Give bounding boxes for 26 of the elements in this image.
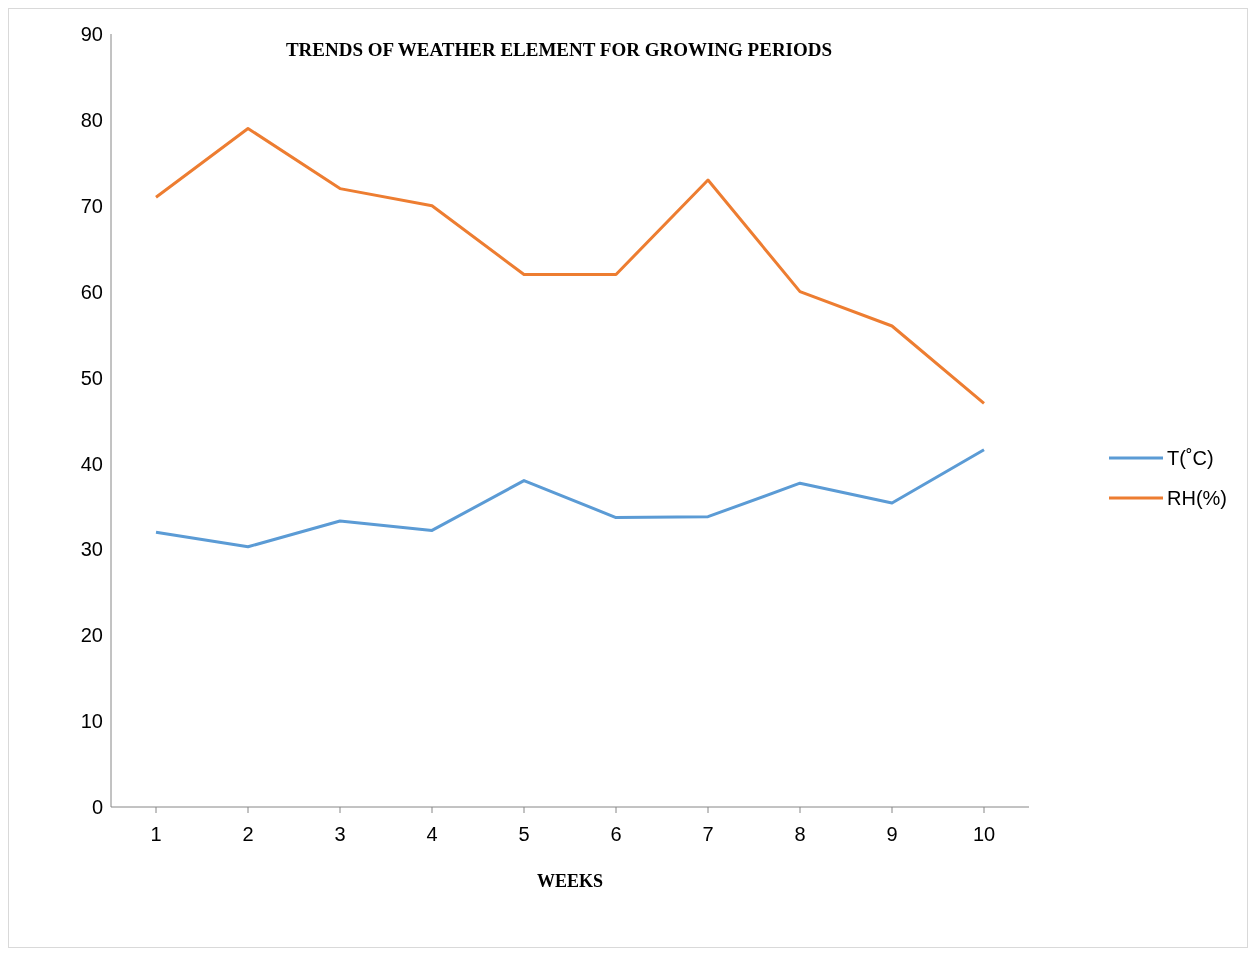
- chart-title: TRENDS OF WEATHER ELEMENT FOR GROWING PERIODS: [284, 39, 834, 61]
- line-series: [154, 448, 986, 549]
- y-tick-label: 20: [80, 624, 103, 647]
- x-tick-label: 8: [794, 823, 806, 846]
- x-tick-label: 7: [702, 823, 714, 846]
- y-tick-label: 40: [80, 452, 103, 475]
- y-tick-label: 50: [80, 366, 103, 389]
- legend-label: RH(%): [1167, 486, 1227, 511]
- y-tick-label: 0: [91, 796, 103, 819]
- y-tick-label: 60: [80, 280, 103, 303]
- legend-label: T(˚C): [1167, 446, 1214, 471]
- line-series: [154, 126, 986, 405]
- x-tick-label: 9: [886, 823, 898, 846]
- x-tick-label: 5: [518, 823, 530, 846]
- y-tick-label: 10: [80, 710, 103, 733]
- y-tick-label: 80: [80, 108, 103, 131]
- y-tick-label: 30: [80, 538, 103, 561]
- x-tick-label: 10: [972, 823, 996, 846]
- x-tick-label: 2: [242, 823, 254, 846]
- x-tick-label: 1: [150, 823, 162, 846]
- x-axis-title: WEEKS: [536, 871, 604, 891]
- x-tick-label: 3: [334, 823, 346, 846]
- y-tick-label: 90: [80, 23, 103, 46]
- x-tick-label: 6: [610, 823, 622, 846]
- y-tick-label: 70: [80, 194, 103, 217]
- x-tick-label: 4: [426, 823, 438, 846]
